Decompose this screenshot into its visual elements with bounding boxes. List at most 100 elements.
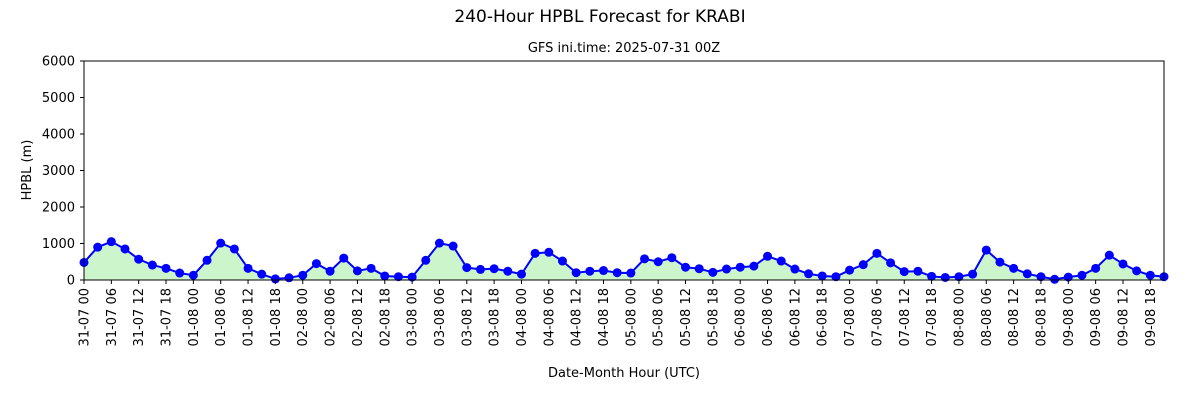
data-point-75 <box>1104 250 1114 260</box>
x-tick-label: 01-08 12 <box>242 288 257 346</box>
data-point-52 <box>790 264 800 274</box>
x-tick-label: 04-08 06 <box>542 288 557 346</box>
x-tick-label: 06-08 18 <box>816 288 831 346</box>
data-point-28 <box>462 263 472 273</box>
data-point-72 <box>1063 272 1073 282</box>
data-point-54 <box>817 271 827 281</box>
data-point-17 <box>311 259 321 269</box>
data-point-18 <box>325 266 335 276</box>
data-point-36 <box>571 268 581 278</box>
data-point-26 <box>434 238 444 248</box>
data-point-30 <box>489 264 499 274</box>
data-point-33 <box>530 248 540 258</box>
x-axis-label: Date-Month Hour (UTC) <box>548 366 700 381</box>
data-point-11 <box>229 244 239 254</box>
data-point-40 <box>626 268 636 278</box>
data-point-49 <box>749 261 759 271</box>
data-point-67 <box>995 257 1005 267</box>
chart-title: 240-Hour HPBL Forecast for KRABI <box>454 7 745 27</box>
data-point-20 <box>352 266 362 276</box>
data-point-3 <box>120 244 130 254</box>
data-point-57 <box>858 260 868 270</box>
x-axis-ticks: 31-07 00 31-07 06 31-07 12 31-07 18 01-08 00… <box>78 280 1159 346</box>
data-point-7 <box>175 268 185 278</box>
x-tick-label: 03-08 18 <box>488 288 503 346</box>
y-tick-label: 2000 <box>42 201 75 216</box>
data-point-64 <box>954 272 964 282</box>
x-tick-label: 31-07 06 <box>105 288 120 346</box>
x-tick-label: 04-08 12 <box>570 288 585 346</box>
data-point-77 <box>1132 266 1142 276</box>
data-point-70 <box>1036 272 1046 282</box>
y-tick-label: 4000 <box>42 128 75 143</box>
data-point-5 <box>147 260 157 270</box>
x-tick-label: 03-08 00 <box>406 288 421 346</box>
data-point-27 <box>448 241 458 251</box>
x-tick-label: 03-08 12 <box>460 288 475 346</box>
x-tick-label: 01-08 06 <box>214 288 229 346</box>
data-point-1 <box>93 242 103 252</box>
x-tick-label: 08-08 18 <box>1034 288 1049 346</box>
data-point-24 <box>407 272 417 282</box>
data-point-46 <box>708 267 718 277</box>
x-tick-label: 04-08 00 <box>515 288 530 346</box>
x-tick-label: 08-08 00 <box>952 288 967 346</box>
x-tick-label: 01-08 00 <box>187 288 202 346</box>
x-tick-label: 02-08 00 <box>296 288 311 346</box>
data-point-15 <box>284 273 294 283</box>
data-point-60 <box>899 267 909 277</box>
y-axis-ticks: 0 1000 2000 3000 4000 5000 6000 <box>42 55 84 289</box>
x-tick-label: 02-08 12 <box>351 288 366 346</box>
data-point-21 <box>366 263 376 273</box>
data-point-51 <box>776 256 786 266</box>
x-tick-label: 05-08 18 <box>706 288 721 346</box>
x-tick-label: 08-08 06 <box>980 288 995 346</box>
data-point-66 <box>981 245 991 255</box>
series-marker-layer <box>79 237 1169 284</box>
data-point-69 <box>1022 269 1032 279</box>
data-point-10 <box>216 238 226 248</box>
data-point-38 <box>598 266 608 276</box>
data-point-73 <box>1077 270 1087 280</box>
plot-frame <box>83 60 1165 281</box>
x-tick-label: 31-07 12 <box>132 288 147 346</box>
data-point-8 <box>188 270 198 280</box>
data-point-68 <box>1009 263 1019 273</box>
x-tick-label: 06-08 06 <box>761 288 776 346</box>
data-point-13 <box>257 269 267 279</box>
data-point-43 <box>667 253 677 263</box>
y-axis-label: HPBL (m) <box>20 140 35 201</box>
x-tick-label: 09-08 00 <box>1062 288 1077 346</box>
data-point-47 <box>722 264 732 274</box>
x-tick-label: 02-08 06 <box>324 288 339 346</box>
data-point-14 <box>270 274 280 284</box>
x-tick-label: 07-08 00 <box>843 288 858 346</box>
x-tick-label: 04-08 18 <box>597 288 612 346</box>
data-point-29 <box>475 264 485 274</box>
x-tick-label: 06-08 00 <box>734 288 749 346</box>
data-point-2 <box>106 237 116 247</box>
x-tick-label: 07-08 12 <box>898 288 913 346</box>
data-point-50 <box>763 251 773 261</box>
data-point-35 <box>557 256 567 266</box>
data-point-53 <box>804 269 814 279</box>
data-point-48 <box>735 262 745 272</box>
x-tick-label: 05-08 12 <box>679 288 694 346</box>
data-point-62 <box>927 271 937 281</box>
x-tick-label: 08-08 12 <box>1007 288 1022 346</box>
data-point-76 <box>1118 259 1128 269</box>
data-point-42 <box>653 257 663 267</box>
data-point-9 <box>202 255 212 265</box>
data-point-63 <box>940 272 950 282</box>
x-tick-label: 05-08 06 <box>652 288 667 346</box>
x-tick-label: 02-08 18 <box>378 288 393 346</box>
data-point-74 <box>1091 263 1101 273</box>
data-point-12 <box>243 263 253 273</box>
x-tick-label: 31-07 00 <box>78 288 93 346</box>
x-tick-label: 09-08 18 <box>1144 288 1159 346</box>
x-tick-label: 09-08 06 <box>1089 288 1104 346</box>
data-point-41 <box>640 254 650 264</box>
data-point-44 <box>681 262 691 272</box>
